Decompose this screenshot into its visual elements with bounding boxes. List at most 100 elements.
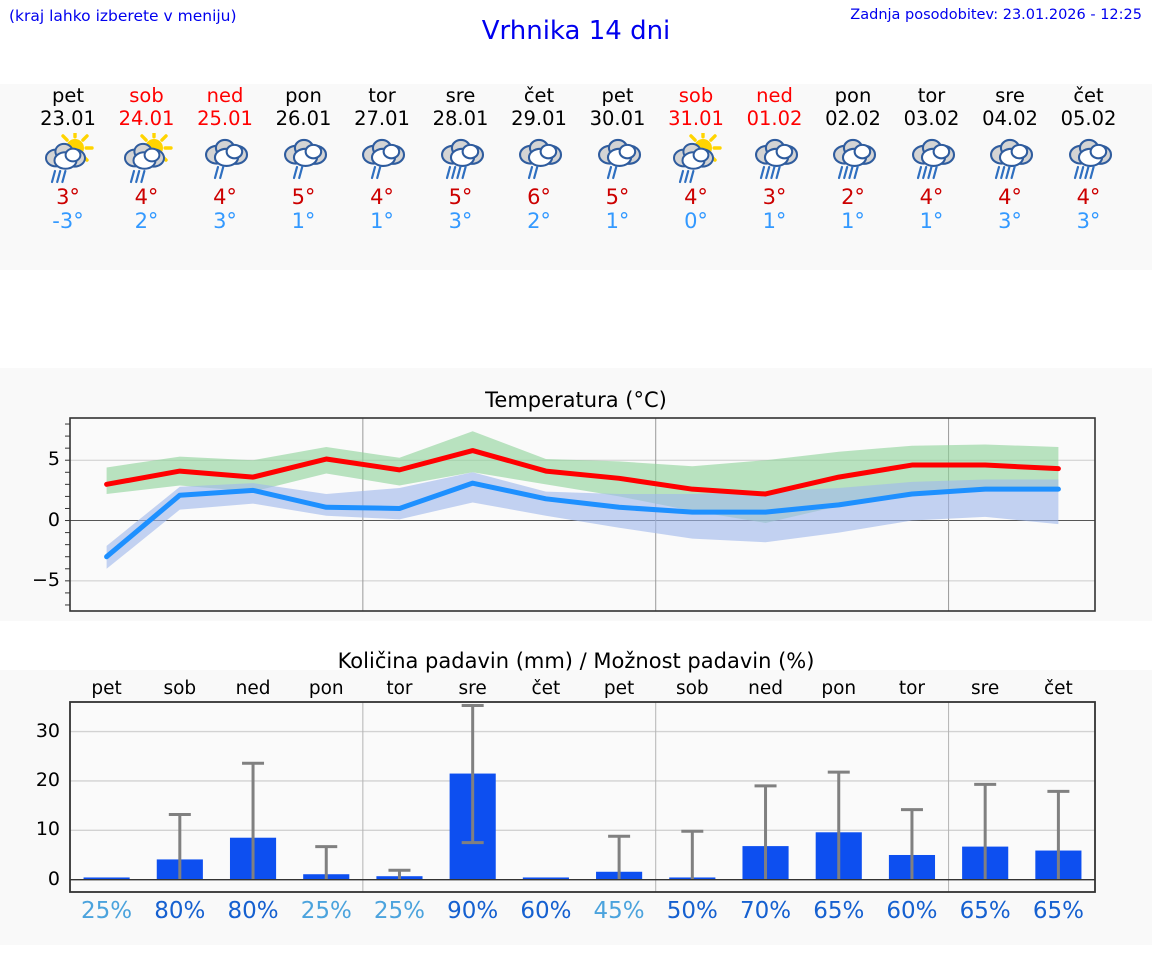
cloud-heavy-rain-icon — [736, 133, 814, 185]
precip-y-tick-label: 30 — [35, 719, 60, 742]
day-column[interactable]: tor 03.02 4° 1° — [893, 84, 971, 233]
day-column[interactable]: pet 23.01 3° -3° — [29, 84, 107, 233]
temp-max: 5° — [605, 185, 630, 209]
precip-y-tick-label: 20 — [35, 768, 60, 791]
daily-forecast-strip: pet 23.01 3° -3° sob 24.01 4° 2° ned 25.01 4° 3°… — [0, 84, 1152, 270]
precip-probability-label: 25% — [373, 898, 426, 924]
temp-min: 2° — [134, 209, 159, 233]
day-date: 03.02 — [903, 107, 960, 130]
temp-min: 3° — [1076, 209, 1101, 233]
page-title: Vrhnika 14 dni — [481, 16, 671, 46]
precip-day-label: tor — [898, 678, 926, 699]
day-column[interactable]: čet 29.01 6° 2° — [500, 84, 578, 233]
precip-probability-label: 65% — [813, 898, 865, 924]
cloud-heavy-rain-icon — [1050, 133, 1128, 185]
sun-cloud-rain-icon — [108, 133, 186, 185]
temp-max: 4° — [134, 185, 159, 209]
sun-cloud-rain-icon — [657, 133, 735, 185]
temp-min: 1° — [291, 209, 316, 233]
precip-day-label: sob — [675, 678, 709, 699]
day-column[interactable]: tor 27.01 4° 1° — [343, 84, 421, 233]
cloud-rain-icon — [579, 133, 657, 185]
day-date: 26.01 — [275, 107, 332, 130]
temp-min: 1° — [841, 209, 865, 233]
precip-day-label: pet — [603, 678, 635, 699]
day-name: sob — [129, 84, 164, 107]
precipitation-plot — [69, 701, 1096, 893]
temp-min: 1° — [605, 209, 630, 233]
temp-y-tick-label: 5 — [47, 448, 60, 471]
day-date: 27.01 — [354, 107, 410, 130]
temp-max: 4° — [684, 185, 708, 209]
precip-probability-label: 45% — [593, 898, 645, 924]
day-name: pet — [601, 84, 634, 107]
temp-min: 3° — [998, 209, 1022, 233]
cloud-heavy-rain-icon — [422, 133, 500, 185]
temp-max: 3° — [56, 185, 80, 209]
temp-min: 1° — [919, 209, 944, 233]
precip-day-label: pon — [308, 678, 344, 699]
precip-probability-label: 80% — [154, 898, 206, 924]
precip-probability-label: 25% — [300, 898, 352, 924]
cloud-heavy-rain-icon — [814, 133, 892, 185]
day-date: 28.01 — [432, 107, 489, 130]
precip-day-label: čet — [1043, 678, 1073, 699]
day-column[interactable]: pet 30.01 5° 1° — [579, 84, 657, 233]
day-column[interactable]: sre 28.01 5° 3° — [422, 84, 500, 233]
day-column[interactable]: pon 26.01 5° 1° — [265, 84, 343, 233]
day-name: sre — [445, 84, 476, 107]
day-column[interactable]: pon 02.02 2° 1° — [814, 84, 892, 233]
temp-max: 4° — [998, 185, 1022, 209]
precip-probability-label: 90% — [447, 898, 499, 924]
precipitation-chart: Količina padavin (mm) / Možnost padavin … — [0, 649, 1152, 945]
day-name: ned — [756, 84, 793, 107]
day-name: pon — [285, 84, 322, 107]
precip-day-label: pon — [821, 678, 857, 699]
day-column[interactable]: ned 25.01 4° 3° — [186, 84, 264, 233]
cloud-rain-icon — [265, 133, 343, 185]
precip-probability-label: 50% — [666, 898, 718, 924]
cloud-heavy-rain-icon — [971, 133, 1049, 185]
temp-max: 4° — [213, 185, 237, 209]
precip-day-label: pet — [91, 678, 122, 699]
day-name: čet — [523, 84, 555, 107]
day-date: 24.01 — [118, 107, 175, 130]
day-column[interactable]: ned 01.02 3° 1° — [736, 84, 814, 233]
precip-y-tick-label: 0 — [47, 867, 60, 890]
day-name: pet — [51, 84, 85, 107]
temp-max: 2° — [841, 185, 865, 209]
day-date: 04.02 — [982, 107, 1038, 130]
precip-day-label: sre — [971, 678, 1000, 699]
temp-max: 6° — [527, 185, 551, 209]
day-column[interactable]: sob 24.01 4° 2° — [108, 84, 186, 233]
page-header: (kraj lahko izberete v meniju) Vrhnika 1… — [0, 0, 1152, 56]
day-column[interactable]: sob 31.01 4° 0° — [657, 84, 735, 233]
temp-min: 1° — [762, 209, 787, 233]
day-date: 29.01 — [511, 107, 567, 130]
precip-probability-label: 60% — [520, 898, 572, 924]
day-name: pon — [834, 84, 872, 107]
temperature-plot — [65, 417, 1096, 612]
temperature-chart: Temperatura (°C) © vreme.us & vreme.pro … — [0, 368, 1152, 856]
precip-probability-label: 65% — [1032, 898, 1084, 924]
temp-max: 3° — [762, 185, 787, 209]
day-name: ned — [206, 84, 244, 107]
temp-max: 4° — [370, 185, 394, 209]
day-date: 31.01 — [668, 107, 724, 130]
temp-min: 2° — [527, 209, 551, 233]
precip-day-label: sob — [163, 678, 197, 699]
day-name: čet — [1073, 84, 1104, 107]
temp-min: 1° — [370, 209, 394, 233]
temp-y-tick-label: 0 — [47, 508, 60, 531]
precip-probability-label: 80% — [227, 898, 279, 924]
temperature-chart-title: Temperatura (°C) — [485, 388, 667, 412]
precip-y-tick-label: 10 — [35, 818, 60, 841]
day-name: tor — [917, 84, 946, 107]
day-name: tor — [368, 84, 396, 107]
precipitation-chart-title: Količina padavin (mm) / Možnost padavin … — [337, 649, 815, 673]
precip-day-label: sre — [458, 678, 487, 699]
day-column[interactable]: sre 04.02 4° 3° — [971, 84, 1049, 233]
precip-day-label: ned — [235, 678, 271, 699]
day-column[interactable]: čet 05.02 4° 3° — [1050, 84, 1128, 233]
day-name: sob — [678, 84, 714, 107]
